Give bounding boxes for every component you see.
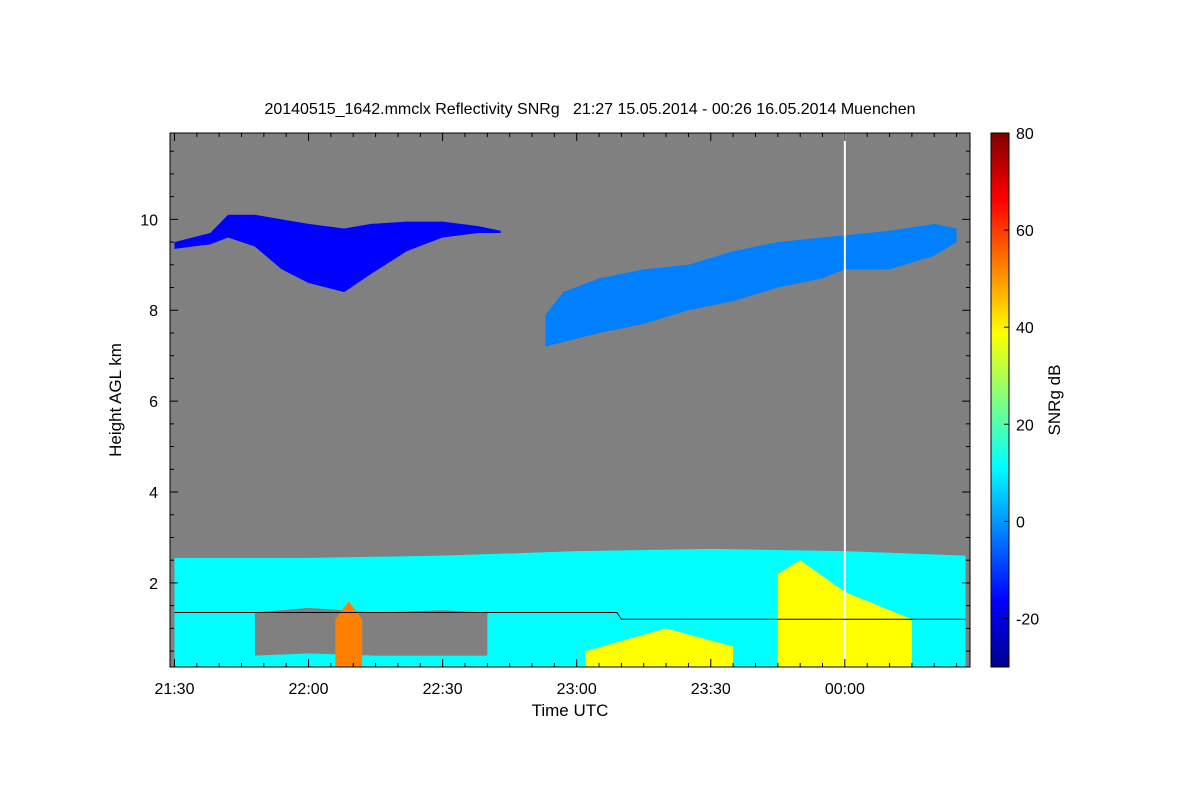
x-tick-label: 22:30 [423,681,463,698]
colorbar-ticks: -20 0 20 40 60 80 [1004,126,1039,628]
colorbar-scale [990,132,1010,668]
colorbar: -20 0 20 40 60 80 SNRg dB [990,126,1064,668]
y-tick-label: 6 [149,394,158,411]
x-tick-label: 00:00 [825,681,865,698]
chart-title: 20140515_1642.mmclx Reflectivity SNRg 21… [264,101,915,118]
y-tick-label: 8 [149,303,158,320]
boundary-line [174,611,966,620]
y-axis: 2 4 6 8 10 [140,150,970,652]
colorbar-tick-label: 80 [1016,126,1034,143]
region-upper-cloud-layer-west [174,214,501,293]
x-axis: 21:30 22:00 22:30 23:00 23:30 00:00 [154,133,958,698]
colorbar-tick-label: 60 [1016,223,1034,240]
y-tick-label: 10 [140,212,158,229]
colorbar-tick-label: 20 [1016,417,1034,434]
colorbar-tick-label: 0 [1016,514,1025,531]
x-tick-label: 21:30 [154,681,194,698]
plot-area [170,133,970,667]
x-axis-label: Time UTC [532,701,609,720]
colorbar-label: SNRg dB [1045,365,1064,436]
y-tick-label: 2 [149,576,158,593]
echo-regions [174,214,966,667]
annotations [174,133,966,667]
y-tick-label: 4 [149,485,158,502]
region-boundary-layer-gap [254,607,488,656]
region-upper-cloud-layer-east [545,223,957,347]
y-axis-label: Height AGL km [106,343,125,457]
plot-frame [169,132,971,668]
x-tick-label: 23:30 [691,681,731,698]
x-tick-label: 23:00 [557,681,597,698]
colorbar-tick-label: 40 [1016,320,1034,337]
colorbar-tick-label: -20 [1016,611,1039,628]
x-tick-label: 22:00 [289,681,329,698]
region-strong-echo-22-00 [335,601,363,667]
region-strong-echo-23-15 [585,628,734,667]
